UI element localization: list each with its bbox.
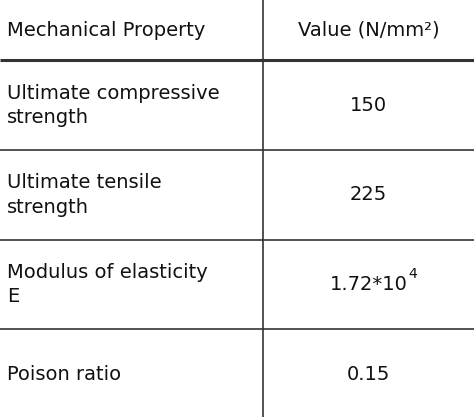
Text: 150: 150: [350, 96, 387, 115]
Text: 1.72*10: 1.72*10: [329, 275, 408, 294]
Text: 0.15: 0.15: [347, 365, 390, 384]
Text: 4: 4: [409, 267, 418, 281]
Text: 225: 225: [350, 186, 387, 204]
Text: Modulus of elasticity
E: Modulus of elasticity E: [7, 263, 208, 306]
Text: Value (N/mm²): Value (N/mm²): [298, 21, 439, 40]
Text: Mechanical Property: Mechanical Property: [7, 21, 206, 40]
Text: Ultimate compressive
strength: Ultimate compressive strength: [7, 84, 220, 127]
Text: Ultimate tensile
strength: Ultimate tensile strength: [7, 173, 162, 216]
Text: Poison ratio: Poison ratio: [7, 365, 121, 384]
